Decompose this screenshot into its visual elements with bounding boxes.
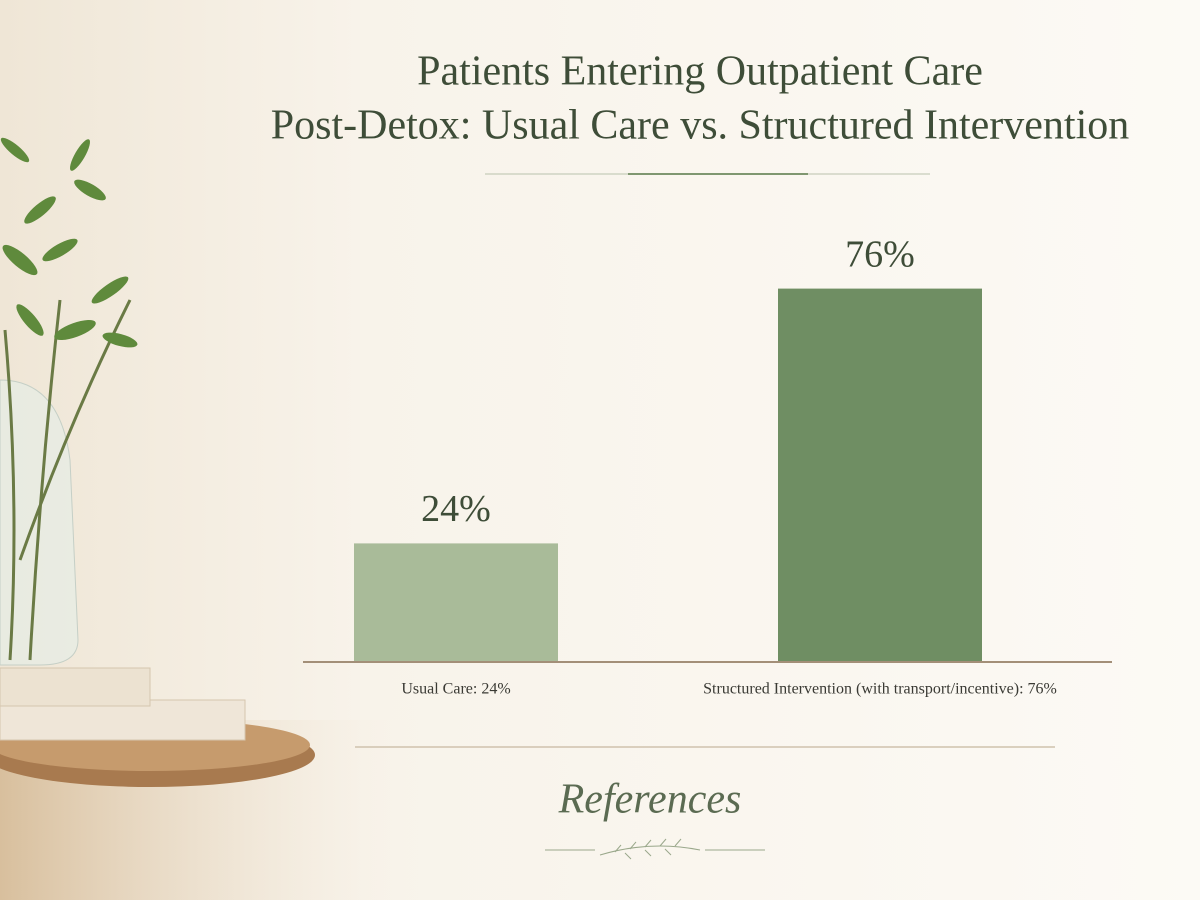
chart-title: Patients Entering Outpatient Care bbox=[417, 49, 983, 95]
chart-title: Post-Detox: Usual Care vs. Structured In… bbox=[271, 103, 1130, 149]
bar bbox=[778, 288, 982, 661]
x-tick-label: Structured Intervention (with transport/… bbox=[703, 681, 1057, 698]
value-label: 76% bbox=[845, 233, 915, 275]
decor-plant bbox=[0, 137, 315, 787]
ornament bbox=[545, 838, 765, 860]
references-heading: References bbox=[558, 777, 742, 823]
value-label: 24% bbox=[421, 488, 491, 530]
x-tick-label: Usual Care: 24% bbox=[401, 681, 510, 698]
bar bbox=[354, 543, 558, 661]
